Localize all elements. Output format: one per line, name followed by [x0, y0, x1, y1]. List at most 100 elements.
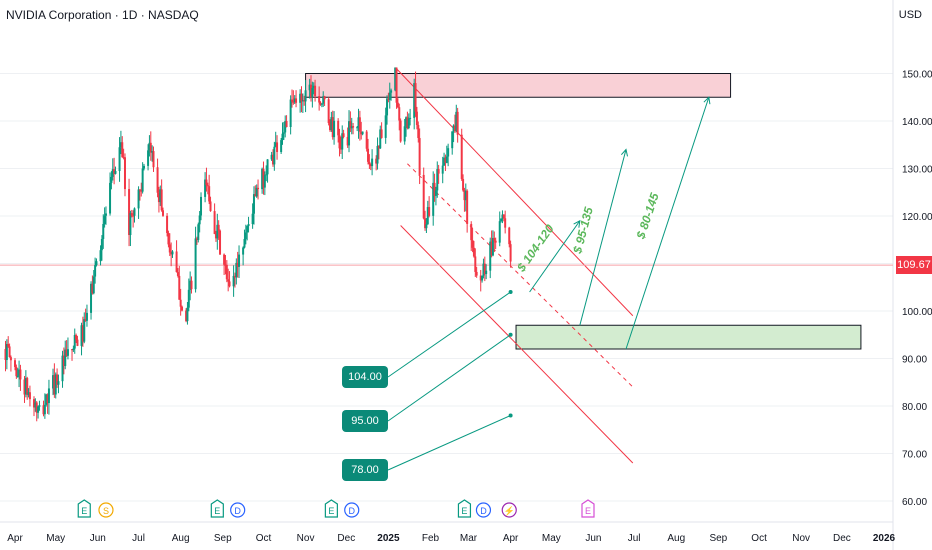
event-marker-ring: [98, 502, 114, 518]
candle-body: [447, 148, 450, 157]
candle-body: [257, 187, 260, 190]
event-marker-ring: [344, 502, 360, 518]
x-tick-label: Oct: [256, 533, 272, 544]
target-label-95[interactable]: 95.00: [342, 410, 388, 432]
resistance-zone: [305, 73, 732, 98]
candle-body: [270, 154, 273, 160]
candle-body: [444, 157, 447, 163]
candle-body: [329, 123, 332, 131]
target-label-104[interactable]: 104.00: [342, 366, 388, 388]
candle-body: [142, 165, 145, 169]
candle-body: [251, 213, 254, 225]
currency-label[interactable]: USD: [898, 9, 922, 21]
candle-body: [285, 121, 288, 128]
candle-body: [62, 355, 65, 366]
projection-arrowhead: [620, 148, 628, 157]
candle-body: [463, 190, 466, 201]
candle-body: [356, 127, 359, 129]
candle-body: [319, 102, 322, 105]
candle-body: [114, 171, 117, 174]
candle-body: [322, 96, 325, 104]
y-tick-label: 100.00: [902, 307, 932, 318]
x-tick-label: Jul: [628, 533, 641, 544]
candle-body: [4, 349, 7, 361]
event-glyph: E: [585, 506, 591, 516]
candle-body: [95, 261, 98, 266]
candle-body: [273, 146, 276, 165]
candle-body: [405, 117, 408, 127]
candle-body: [441, 165, 444, 174]
candle-body: [304, 90, 307, 102]
candle-body: [204, 179, 207, 197]
candle-body: [443, 157, 446, 166]
candle-body: [502, 214, 505, 219]
candle-body: [208, 186, 211, 202]
x-tick-label: Sep: [214, 533, 232, 544]
candle-body: [46, 394, 49, 404]
candle-body: [83, 319, 86, 342]
event-marker-e: E: [210, 499, 224, 518]
candle-body: [396, 102, 399, 108]
candle-body: [100, 238, 103, 251]
candle-body: [102, 223, 105, 239]
x-tick-label: Apr: [503, 533, 519, 544]
candle-body: [66, 349, 69, 356]
candle-body: [282, 132, 285, 134]
y-tick-label: 150.00: [902, 70, 932, 81]
projection-arrowhead: [573, 219, 581, 228]
candle-body: [176, 272, 179, 276]
candle-body: [37, 406, 40, 413]
candle-body: [377, 145, 380, 149]
candle-body: [255, 187, 258, 197]
candle-body: [331, 117, 334, 138]
candle-body: [395, 67, 398, 103]
candle-body: [19, 369, 22, 380]
candle-body: [185, 310, 188, 322]
candle-body: [271, 154, 274, 165]
channel-middle-line: [407, 163, 634, 388]
candle-body: [9, 357, 12, 361]
candle-body: [104, 213, 107, 216]
candle-body: [493, 237, 496, 241]
candle-body: [261, 168, 264, 190]
candle-body: [119, 142, 122, 148]
candle-body: [406, 117, 409, 129]
candle-body: [111, 169, 114, 177]
candle-body: [81, 325, 84, 342]
candle-body: [167, 232, 170, 245]
event-marker-e: E: [324, 499, 338, 518]
candle-body: [365, 131, 368, 149]
candle-body: [5, 343, 8, 361]
candle-body: [200, 196, 203, 216]
target-label-78[interactable]: 78.00: [342, 459, 388, 481]
x-tick-label: Dec: [833, 533, 851, 544]
candle-body: [323, 96, 326, 100]
candle-body: [274, 142, 277, 147]
candle-body: [289, 99, 292, 128]
candle-body: [64, 349, 67, 366]
candle-body: [475, 271, 478, 276]
event-marker-tag: [324, 499, 338, 518]
event-glyph: E: [461, 506, 467, 516]
candle-body: [209, 201, 212, 212]
candle-body: [206, 185, 209, 187]
candle-body: [357, 117, 360, 128]
event-marker-e: E: [581, 499, 595, 518]
event-marker-e: E: [77, 499, 91, 518]
x-tick-label: Sep: [709, 533, 727, 544]
candle-body: [225, 264, 228, 280]
candle-body: [170, 252, 173, 255]
y-tick-label: 130.00: [902, 165, 932, 176]
candle-body: [236, 262, 239, 267]
event-marker-ring: [501, 502, 517, 518]
candle-body: [470, 223, 473, 241]
candle-body: [462, 178, 465, 191]
candle-body: [227, 279, 230, 282]
y-tick-label: 80.00: [902, 402, 927, 413]
candle-body: [504, 218, 507, 228]
candle-body: [428, 207, 431, 216]
candle-body: [293, 98, 296, 103]
candle-body: [219, 230, 222, 255]
